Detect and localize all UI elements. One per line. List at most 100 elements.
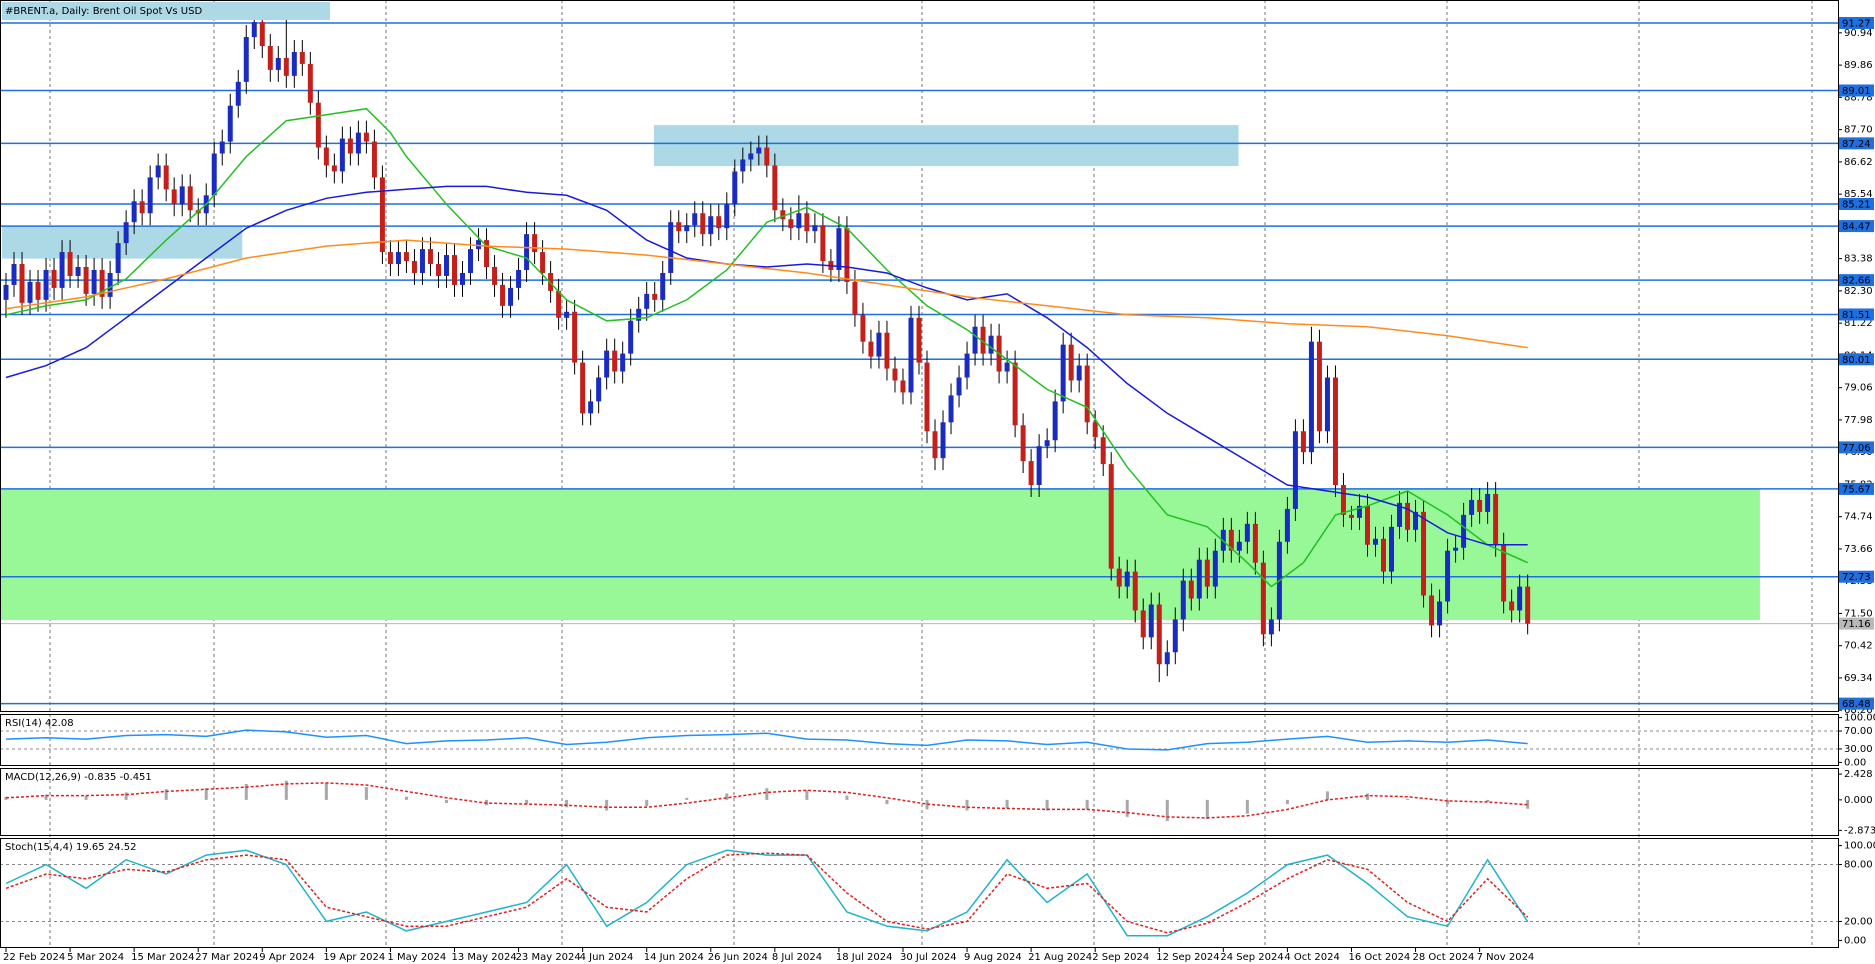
candle-body [564, 311, 570, 318]
candle-body [988, 335, 994, 354]
candle-body [548, 272, 554, 291]
candle-body [339, 138, 345, 172]
level-label: 82.66 [1842, 276, 1871, 287]
candle-body [427, 249, 433, 265]
histogram-bar [685, 797, 689, 800]
histogram-bar [565, 799, 569, 808]
histogram-bar [124, 792, 128, 800]
y-tick-label: 79.06 [1844, 383, 1873, 394]
candle-body [756, 147, 762, 154]
histogram-bar [1125, 799, 1129, 817]
candle-body [708, 216, 714, 235]
candle-body [283, 57, 289, 76]
candle-body [1284, 508, 1290, 542]
x-tick-label: 9 Aug 2024 [964, 952, 1022, 963]
level-label: 77.06 [1842, 443, 1871, 454]
candle-body [788, 219, 794, 229]
candle-body [836, 228, 842, 270]
histogram-bar [404, 796, 408, 800]
y-tick-label: 70.00 [1844, 726, 1873, 737]
x-tick-label: 24 Sep 2024 [1220, 952, 1283, 963]
indicator-title: MACD(12,26,9) -0.835 -0.451 [5, 772, 152, 783]
level-label-bg [1839, 137, 1874, 150]
y-tick-label: 90.94 [1844, 28, 1873, 39]
candle-body [876, 332, 882, 357]
candle-body [924, 362, 930, 432]
candle-body [1300, 431, 1306, 453]
panel-border [0, 768, 1839, 836]
candle-body [1340, 485, 1346, 515]
level-label: 81.51 [1842, 310, 1871, 321]
candle-body [347, 138, 353, 154]
histogram-bar [1526, 799, 1530, 809]
x-tick-label: 13 May 2024 [451, 952, 516, 963]
x-tick-label: 12 Sep 2024 [1156, 952, 1219, 963]
candle-body [1012, 362, 1018, 426]
candle-body [676, 222, 682, 232]
candle-body [1076, 365, 1082, 381]
x-tick-label: 5 Mar 2024 [67, 952, 124, 963]
candle-body [860, 314, 866, 342]
y-tick-label: 68.26 [1844, 705, 1873, 716]
candle-body [964, 353, 970, 378]
y-tick-label: 83.38 [1844, 254, 1873, 265]
y-tick-label: 86.62 [1844, 157, 1873, 168]
x-tick-label: 16 Oct 2024 [1348, 952, 1410, 963]
candle-body [468, 249, 474, 273]
candle-body [724, 204, 730, 229]
level-label: 91.27 [1842, 18, 1871, 29]
candle-body [1116, 568, 1122, 587]
candle-body [1108, 464, 1114, 569]
candle-body [1028, 461, 1034, 486]
candle-body [516, 269, 522, 288]
histogram-bar [765, 788, 769, 800]
x-tick-label: 7 Nov 2024 [1477, 952, 1535, 963]
candle-body [796, 213, 802, 229]
candle-body [115, 243, 121, 273]
candle-body [299, 51, 305, 64]
candle-body [323, 147, 329, 166]
candle-body [1292, 431, 1298, 509]
candle-body [1100, 437, 1106, 465]
histogram-bar [605, 799, 609, 811]
candle-body [1084, 365, 1090, 423]
candle-body [1044, 440, 1050, 447]
x-tick-label: 30 Jul 2024 [900, 952, 957, 963]
candle-body [83, 267, 89, 294]
histogram-bar [244, 783, 248, 800]
candle-body [668, 222, 674, 273]
histogram-bar [1325, 791, 1329, 800]
x-tick-label: 28 Oct 2024 [1413, 952, 1475, 963]
candle-body [211, 153, 217, 196]
y-tick-label: 89.86 [1844, 60, 1873, 71]
candle-body [131, 201, 137, 223]
y-tick-label: 80.00 [1844, 860, 1873, 871]
candle-body [259, 22, 265, 46]
candle-body [660, 272, 666, 300]
y-tick-label: 87.70 [1844, 125, 1873, 136]
histogram-bar [1245, 799, 1249, 814]
x-tick-label: 26 Jun 2024 [708, 952, 768, 963]
candle-body [19, 264, 25, 303]
y-tick-label: 0.00 [1844, 757, 1866, 768]
candle-body [363, 132, 369, 142]
candle-body [644, 293, 650, 309]
level-label-bg [1839, 16, 1874, 29]
candle-body [1004, 362, 1010, 372]
candle-body [403, 252, 409, 262]
candle-body [780, 210, 786, 220]
candle-body [1517, 586, 1523, 611]
histogram-bar [1486, 799, 1490, 802]
x-tick-label: 8 Jul 2024 [772, 952, 822, 963]
candle-body [187, 186, 193, 211]
candle-body [1372, 538, 1378, 545]
candle-body [1509, 601, 1515, 611]
candle-body [1477, 499, 1483, 512]
candle-body [419, 249, 425, 273]
histogram-bar [805, 790, 809, 800]
candle-body [460, 272, 466, 285]
candle-body [1501, 544, 1507, 602]
candle-body [636, 308, 642, 321]
candle-body [1469, 499, 1475, 515]
series-line [5, 852, 1529, 934]
